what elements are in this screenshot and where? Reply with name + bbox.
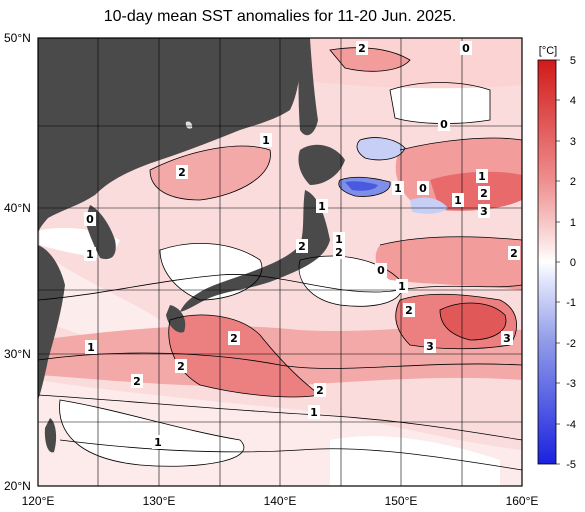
contour-label: 0 [377, 264, 385, 277]
lat-label-40: 40°N [4, 201, 31, 215]
map-frame [37, 37, 523, 487]
colorbar-unit: [°C] [539, 45, 557, 57]
colorbar-tick: 1 [570, 217, 576, 229]
lon-label-160: 160°E [506, 494, 539, 508]
colorbar-tick: 2 [570, 176, 576, 188]
lat-label-30: 30°N [4, 347, 31, 361]
contour-label: 2 [335, 246, 343, 259]
lon-label-120: 120°E [22, 494, 55, 508]
contour-label: 1 [335, 233, 343, 246]
contour-label: 2 [405, 304, 413, 317]
contour-label: 1 [398, 280, 406, 293]
asia-mainland [38, 38, 301, 235]
colorbar-scale [537, 59, 557, 465]
colorbar-tick: 4 [570, 95, 576, 107]
contour-label: 2 [298, 240, 306, 253]
hokkaido [298, 144, 345, 185]
lat-label-20: 20°N [4, 479, 31, 493]
contour-label: 1 [478, 170, 486, 183]
lon-label-140: 140°E [264, 494, 297, 508]
lon-label-130: 130°E [143, 494, 176, 508]
contour-label: 1 [318, 200, 326, 213]
contour-label: 2 [133, 375, 141, 388]
contour-label: 2 [510, 247, 518, 260]
contour-label: 3 [480, 205, 488, 218]
colorbar-tick: -2 [566, 338, 576, 350]
china-coast [38, 245, 65, 400]
contour-label: 0 [462, 42, 470, 55]
contour-label: 0 [419, 182, 427, 195]
contour-label: 1 [262, 134, 270, 147]
contour-label: 2 [316, 384, 324, 397]
taiwan [44, 418, 57, 453]
lat-label-50: 50°N [4, 31, 31, 45]
colorbar-tick: -3 [566, 378, 576, 390]
colorbar-tick: 0 [570, 257, 576, 269]
contour-value-labels: 2 0 0 1 2 1 0 2 1 1 3 1 2 2 0 2 1 1 2 3 … [84, 41, 520, 449]
contour-label: 1 [86, 248, 94, 261]
lon-label-150: 150°E [385, 494, 418, 508]
longitude-labels: 120°E 130°E 140°E 150°E 160°E [22, 494, 539, 508]
contour-label: 1 [310, 406, 318, 419]
contour-label: 3 [426, 340, 434, 353]
contour-label: 0 [440, 118, 448, 131]
contour-label: 2 [230, 332, 238, 345]
contour-label: 2 [480, 187, 488, 200]
contour-label: 2 [358, 42, 366, 55]
colorbar: [°C] 5 4 3 2 1 0 -1 -2 -3 -4 -5 [537, 45, 576, 471]
colorbar-tick: 5 [570, 55, 576, 67]
colorbar-tick: -5 [566, 459, 576, 471]
map-title: 10-day mean SST anomalies for 11-20 Jun.… [103, 8, 457, 25]
contour-label: 0 [86, 213, 94, 226]
colorbar-tick: 3 [570, 136, 576, 148]
kyushu [166, 305, 186, 333]
sakhalin [298, 38, 318, 136]
contour-label: 2 [178, 166, 186, 179]
contour-label: 1 [394, 182, 402, 195]
contour-label: 3 [503, 332, 511, 345]
colorbar-tick: -1 [566, 297, 576, 309]
colorbar-tick: -4 [566, 419, 576, 431]
graticule [38, 38, 522, 486]
contour-label: 1 [454, 194, 462, 207]
contour-label: 1 [87, 341, 95, 354]
latitude-labels: 50°N 40°N 30°N 20°N [4, 31, 31, 493]
contour-label: 1 [154, 436, 162, 449]
contour-label: 2 [177, 360, 185, 373]
